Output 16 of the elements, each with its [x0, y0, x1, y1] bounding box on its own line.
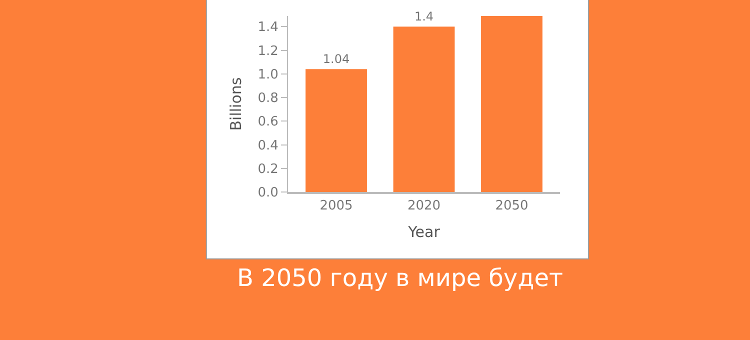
y-axis-title: Billions	[226, 77, 245, 131]
data-label: 1.4	[414, 10, 434, 24]
y-tick-label: 0.8	[258, 91, 278, 106]
x-tick-label: 2050	[495, 198, 528, 214]
y-tick-label: 1.4	[258, 20, 278, 36]
text: В 2050 году в мире будет	[237, 264, 563, 292]
y-tick-label: 0.4	[258, 138, 278, 154]
y-tick-label: 1.2	[258, 44, 278, 59]
y-tick-label: 1.0	[258, 67, 278, 82]
y-tick-label: 0.2	[258, 162, 278, 177]
x-axis-title: Year	[407, 223, 441, 242]
x-tick-label: 2020	[407, 198, 441, 214]
x-tick-label: 2005	[320, 198, 353, 214]
y-tick-label: 0.6	[258, 114, 278, 130]
y-tick-label: 0.0	[258, 186, 278, 201]
data-label: 1.04	[322, 52, 350, 66]
